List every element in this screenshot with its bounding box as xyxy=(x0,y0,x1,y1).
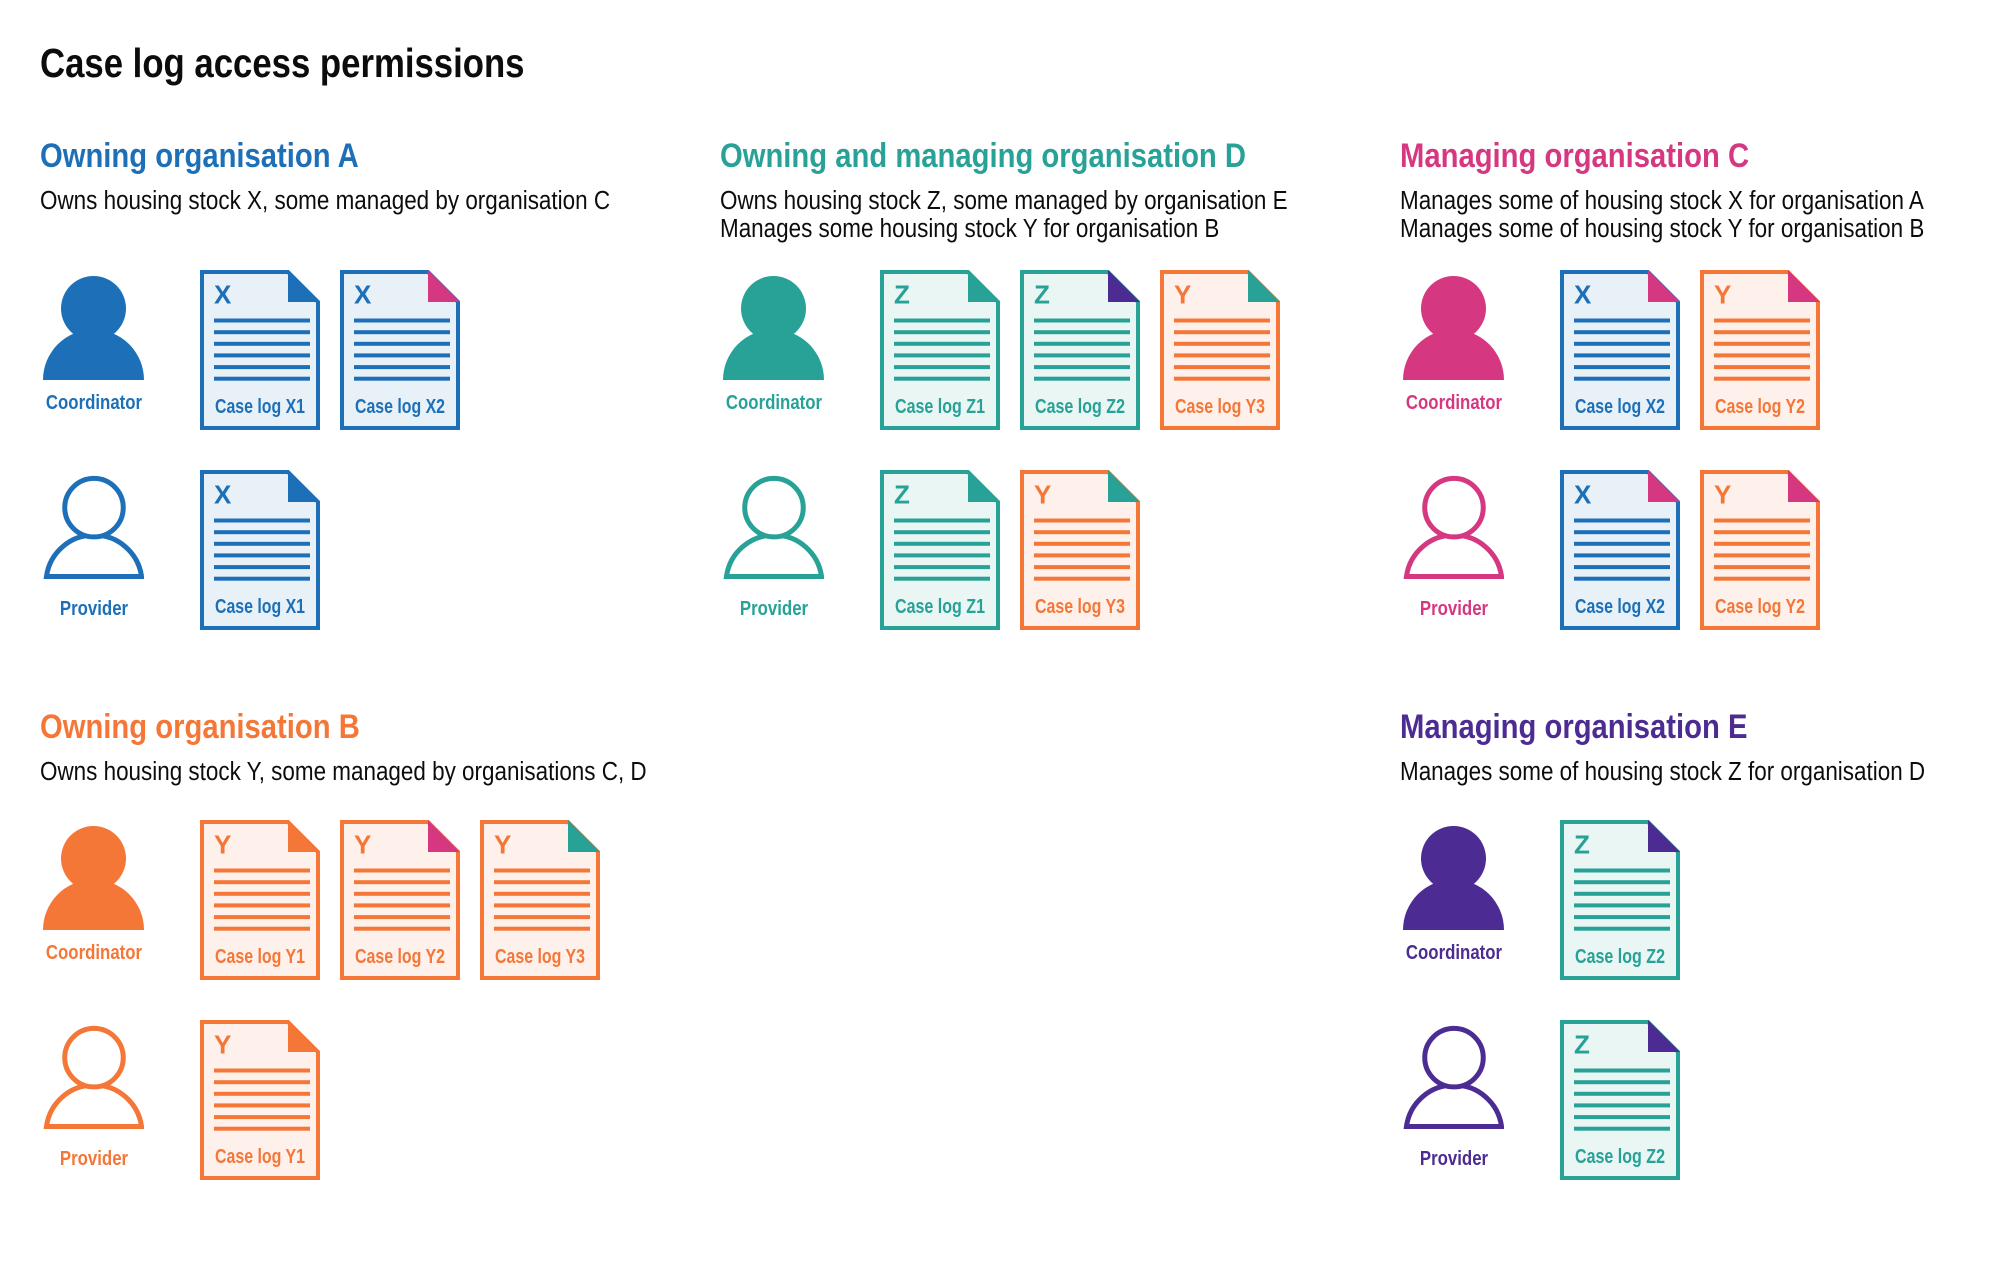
svg-text:Case log Y1: Case log Y1 xyxy=(215,946,305,968)
svg-text:Case log Z2: Case log Z2 xyxy=(1035,396,1125,418)
svg-text:Y: Y xyxy=(1174,280,1191,310)
svg-text:Y: Y xyxy=(354,830,371,860)
svg-text:Y: Y xyxy=(1034,480,1051,510)
svg-text:Z: Z xyxy=(894,280,910,310)
svg-text:X: X xyxy=(214,480,232,510)
svg-text:Case log Y3: Case log Y3 xyxy=(1175,396,1265,418)
svg-text:Z: Z xyxy=(1034,280,1050,310)
svg-text:Case log X2: Case log X2 xyxy=(355,396,445,418)
svg-text:Y: Y xyxy=(214,1030,231,1060)
svg-text:Case log X1: Case log X1 xyxy=(215,396,305,418)
svg-text:Case log Y2: Case log Y2 xyxy=(355,946,445,968)
svg-text:Case log Z1: Case log Z1 xyxy=(895,396,985,418)
svg-text:Case log X2: Case log X2 xyxy=(1575,596,1665,618)
svg-text:Case log Y3: Case log Y3 xyxy=(495,946,585,968)
svg-text:Z: Z xyxy=(1574,830,1590,860)
svg-text:Case log Z1: Case log Z1 xyxy=(895,596,985,618)
svg-text:Z: Z xyxy=(894,480,910,510)
svg-text:Case log Z2: Case log Z2 xyxy=(1575,946,1665,968)
svg-text:Case log Y2: Case log Y2 xyxy=(1715,596,1805,618)
svg-text:Y: Y xyxy=(494,830,511,860)
svg-text:Y: Y xyxy=(1714,280,1731,310)
svg-text:Case log Y2: Case log Y2 xyxy=(1715,396,1805,418)
svg-text:Z: Z xyxy=(1574,1030,1590,1060)
svg-text:Case log Y1: Case log Y1 xyxy=(215,1146,305,1168)
svg-text:X: X xyxy=(1574,480,1592,510)
svg-text:Case log X2: Case log X2 xyxy=(1575,396,1665,418)
svg-text:X: X xyxy=(354,280,372,310)
svg-text:Y: Y xyxy=(214,830,231,860)
svg-text:X: X xyxy=(214,280,232,310)
svg-text:Case log Y3: Case log Y3 xyxy=(1035,596,1125,618)
svg-text:X: X xyxy=(1574,280,1592,310)
svg-text:Case log X1: Case log X1 xyxy=(215,596,305,618)
svg-text:Y: Y xyxy=(1714,480,1731,510)
svg-text:Case log Z2: Case log Z2 xyxy=(1575,1146,1665,1168)
